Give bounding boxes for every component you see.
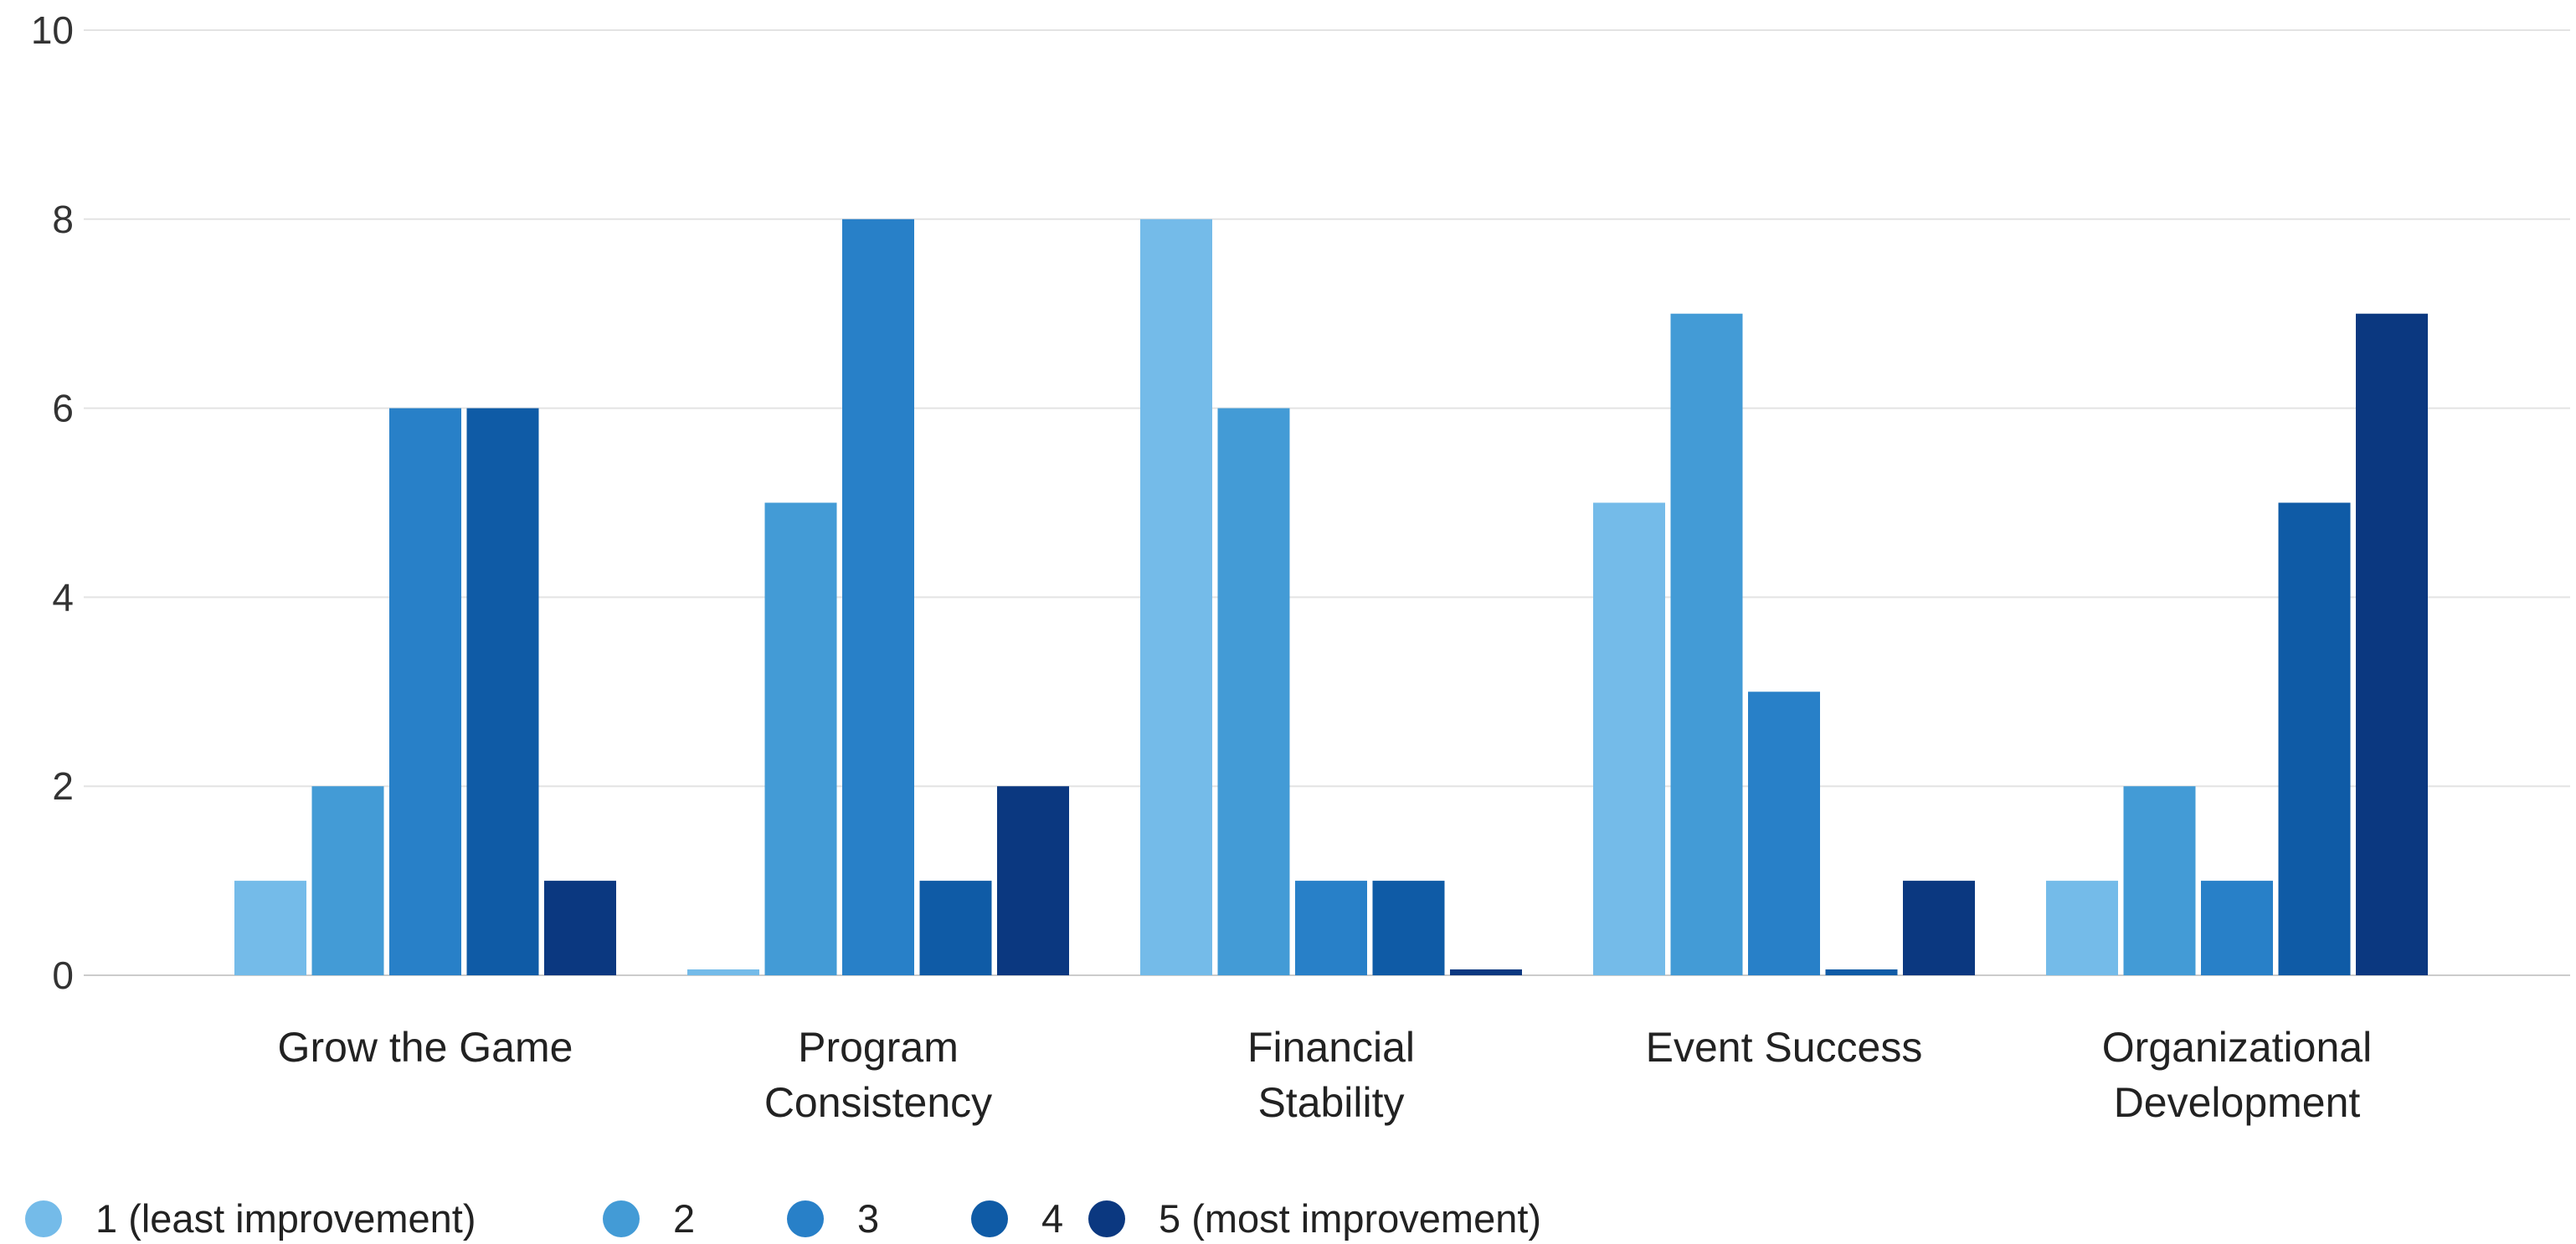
bar [1670,313,1743,975]
bar [842,218,914,975]
x-tick-label: Organizational [2102,1024,2372,1071]
bar [1217,408,1290,976]
bar [2356,313,2428,975]
bar [764,502,837,975]
bar [1748,691,1820,975]
bar [1450,969,1522,975]
bar [997,786,1069,975]
legend-label: 3 [857,1196,879,1241]
x-tick-label: Financial [1247,1024,1415,1071]
y-tick-label: 4 [52,575,74,619]
x-tick-label: Stability [1257,1079,1404,1126]
y-tick-label: 2 [52,764,74,808]
y-tick-label: 8 [52,198,74,241]
x-axis-labels: Grow the Game Program Consistency Financial… [278,1024,2373,1126]
legend-label: 1 (least improvement) [95,1196,476,1241]
y-tick-label: 6 [52,387,74,430]
x-tick-label: Consistency [764,1079,992,1126]
x-tick-label: Development [2114,1079,2361,1126]
y-tick-label: 10 [31,8,74,52]
bar [919,881,992,975]
legend-swatch [1088,1200,1125,1237]
x-tick-label: Program [798,1024,959,1071]
legend-label: 2 [673,1196,695,1241]
bar [1825,969,1898,975]
x-tick-label: Event Success [1646,1024,1923,1071]
bars [234,218,2428,976]
legend-swatch [25,1200,62,1237]
bar [1903,881,1975,975]
y-axis-ticks: 0 2 4 6 8 10 [31,8,74,997]
y-tick-label: 0 [52,954,74,997]
bar [2278,502,2351,975]
bar [2046,881,2118,975]
legend-label: 4 [1041,1196,1063,1241]
bar [1372,881,1445,975]
legend-swatch [603,1200,640,1237]
bar [1295,881,1367,975]
bar [687,969,759,975]
bar [311,786,384,975]
legend-swatch [787,1200,824,1237]
bar [2201,881,2273,975]
bar [1140,218,1212,975]
bar [544,881,616,975]
bar [2123,786,2196,975]
bar [389,408,461,976]
x-tick-label: Grow the Game [278,1024,573,1071]
bar [1593,502,1665,975]
legend: 1 (least improvement) 2 3 4 5 (most improvem… [25,1196,1541,1241]
bar [234,881,306,975]
legend-label: 5 (most improvement) [1159,1196,1541,1241]
legend-swatch [971,1200,1008,1237]
bar [466,408,539,976]
